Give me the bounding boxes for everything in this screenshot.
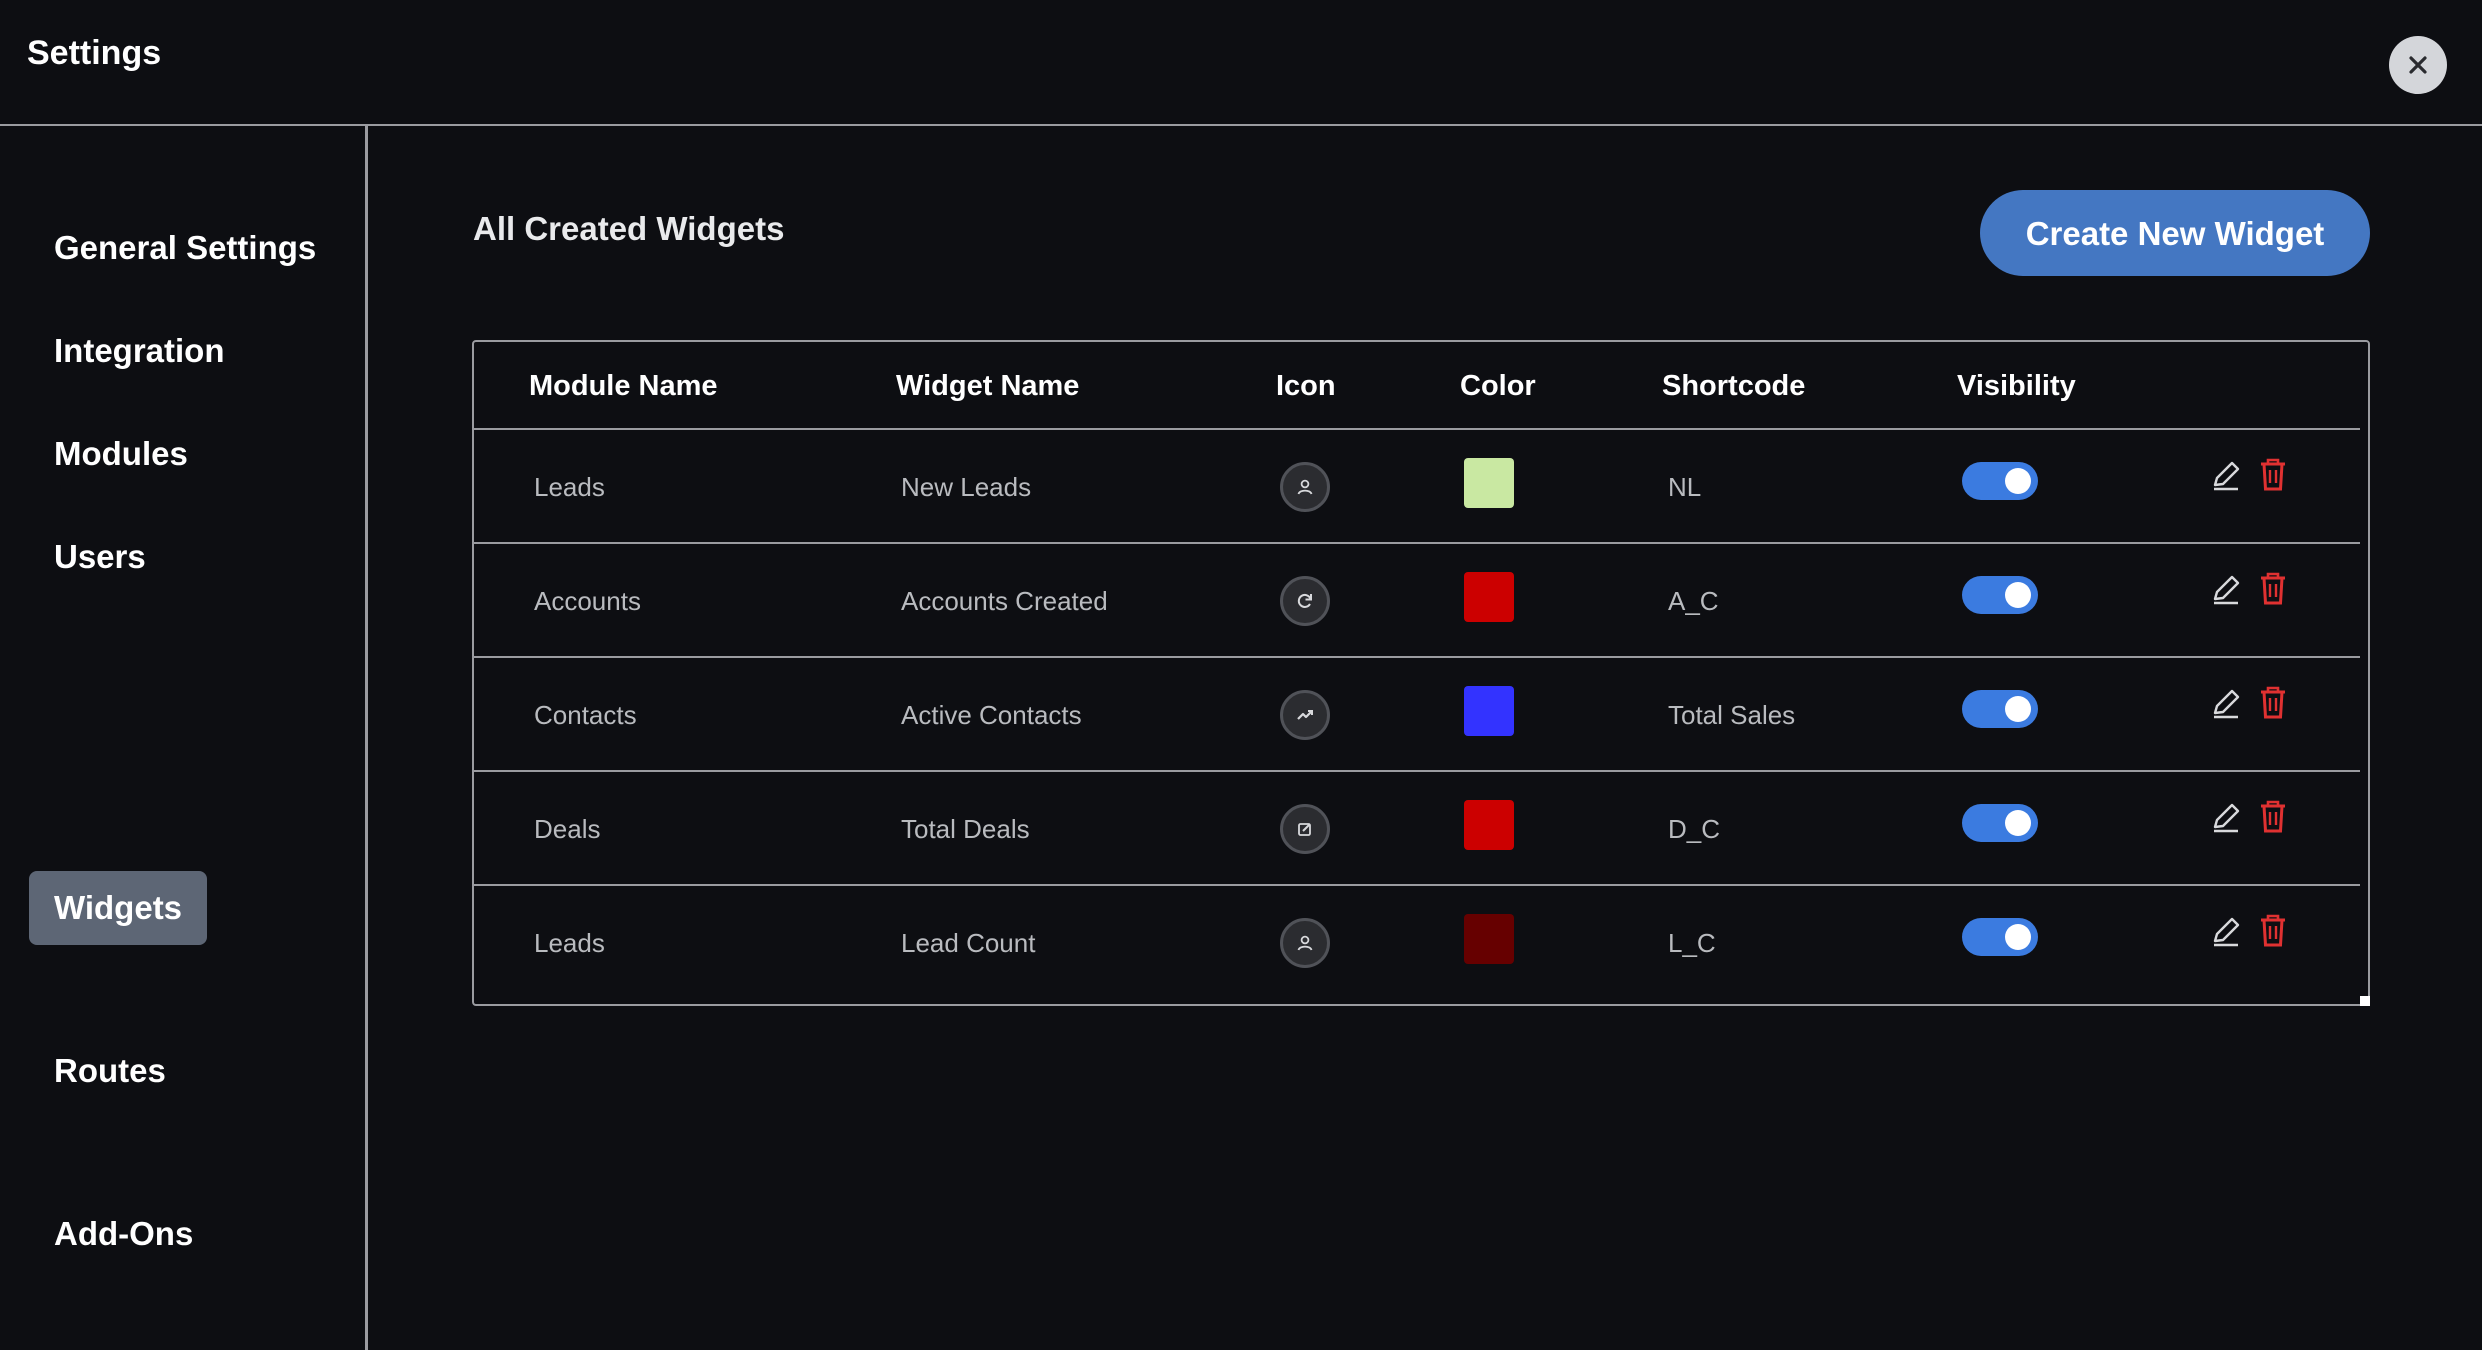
close-button[interactable] [2389,36,2447,94]
color-swatch [1464,572,1514,622]
trash-icon[interactable] [2256,456,2290,492]
trash-icon[interactable] [2256,798,2290,834]
trend-icon [1280,690,1330,740]
visibility-toggle[interactable] [1962,462,2038,500]
toggle-knob [2005,810,2031,836]
toggle-knob [2005,582,2031,608]
module-name-cell: Deals [534,814,601,844]
module-name-cell: Leads [534,472,605,502]
module-name-cell: Accounts [534,586,641,616]
shortcode-cell: D_C [1668,814,1721,844]
settings-header: Settings [0,0,2482,126]
table-header: Module Name Widget Name Icon Color Short… [474,342,2360,430]
settings-title: Settings [27,34,162,72]
visibility-toggle[interactable] [1962,690,2038,728]
edit-square-icon [1280,804,1330,854]
color-swatch [1464,914,1514,964]
close-icon [2406,53,2430,77]
visibility-toggle[interactable] [1962,918,2038,956]
refresh-icon [1280,576,1330,626]
edit-icon[interactable] [2209,572,2243,606]
user-icon [1280,462,1330,512]
trash-icon[interactable] [2256,570,2290,606]
user-icon [1280,918,1330,968]
sidebar-item-routes[interactable]: Routes [54,1052,166,1089]
column-header-module-name: Module Name [529,370,718,402]
column-header-icon: Icon [1276,370,1336,402]
sidebar-item-add-ons[interactable]: Add-Ons [54,1215,194,1252]
color-swatch [1464,458,1514,508]
widget-name-cell: Lead Count [901,928,1036,958]
trash-icon[interactable] [2256,912,2290,948]
table-row: Accounts Accounts Created A_C [474,544,2360,658]
table-row: Deals Total Deals D_C [474,772,2360,886]
toggle-knob [2005,696,2031,722]
visibility-toggle[interactable] [1962,804,2038,842]
resize-handle[interactable] [2360,996,2370,1006]
shortcode-cell: A_C [1668,586,1719,616]
toggle-knob [2005,468,2031,494]
edit-icon[interactable] [2209,458,2243,492]
column-header-visibility: Visibility [1957,370,2076,402]
widget-name-cell: New Leads [901,472,1032,502]
shortcode-cell: L_C [1668,928,1716,958]
module-name-cell: Contacts [534,700,637,730]
edit-icon[interactable] [2209,800,2243,834]
trash-icon[interactable] [2256,684,2290,720]
page-title: All Created Widgets [473,210,785,247]
sidebar-item-widgets[interactable]: Widgets [29,871,208,945]
widgets-table: Module Name Widget Name Icon Color Short… [472,340,2370,1006]
toggle-knob [2005,924,2031,950]
settings-sidebar: General Settings Integration Modules Use… [0,126,368,1350]
widget-name-cell: Total Deals [901,814,1030,844]
edit-icon[interactable] [2209,914,2243,948]
column-header-shortcode: Shortcode [1662,370,1806,402]
shortcode-cell: Total Sales [1668,700,1796,730]
create-new-widget-button[interactable]: Create New Widget [1980,190,2370,276]
edit-icon[interactable] [2209,686,2243,720]
sidebar-item-integration[interactable]: Integration [54,332,225,369]
sidebar-item-users[interactable]: Users [54,538,146,575]
table-row: Leads Lead Count L_C [474,886,2360,1000]
sidebar-item-modules[interactable]: Modules [54,435,188,472]
module-name-cell: Leads [534,928,605,958]
column-header-color: Color [1460,370,1536,402]
sidebar-item-general-settings[interactable]: General Settings [54,229,317,266]
color-swatch [1464,800,1514,850]
widget-name-cell: Active Contacts [901,700,1082,730]
color-swatch [1464,686,1514,736]
table-row: Leads New Leads NL [474,430,2360,544]
widget-name-cell: Accounts Created [901,586,1108,616]
shortcode-cell: NL [1668,472,1702,502]
table-row: Contacts Active Contacts Total Sales [474,658,2360,772]
visibility-toggle[interactable] [1962,576,2038,614]
column-header-widget-name: Widget Name [896,370,1080,402]
